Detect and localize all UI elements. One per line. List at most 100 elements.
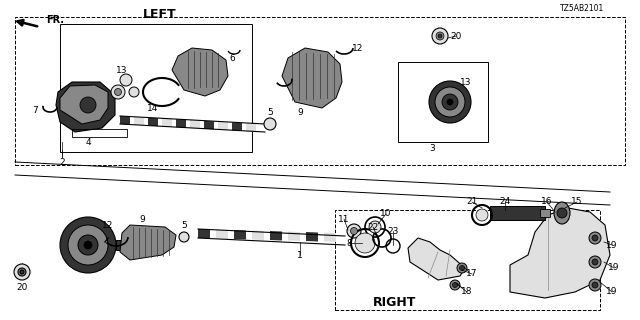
Text: 8: 8 [346, 238, 352, 247]
Bar [490, 206, 545, 220]
Ellipse shape [442, 94, 458, 110]
Polygon shape [120, 225, 176, 260]
Text: 9: 9 [139, 214, 145, 223]
Ellipse shape [554, 202, 570, 224]
Text: 21: 21 [467, 197, 477, 206]
Text: 9: 9 [297, 108, 303, 116]
Circle shape [557, 208, 567, 218]
Circle shape [111, 85, 125, 99]
Circle shape [432, 28, 448, 44]
Circle shape [457, 263, 467, 273]
Polygon shape [120, 116, 130, 124]
Text: TZ5AB2101: TZ5AB2101 [560, 4, 604, 12]
Text: 13: 13 [116, 66, 128, 75]
Polygon shape [234, 230, 246, 239]
Text: RIGHT: RIGHT [373, 295, 417, 308]
Bar [335, 210, 600, 310]
Circle shape [68, 225, 108, 265]
Circle shape [592, 259, 598, 265]
Text: 19: 19 [608, 263, 620, 273]
Ellipse shape [435, 87, 465, 117]
Bar [60, 24, 252, 152]
Polygon shape [324, 233, 336, 242]
Polygon shape [216, 229, 228, 239]
Text: 3: 3 [429, 143, 435, 153]
Circle shape [589, 279, 601, 291]
Text: 10: 10 [380, 210, 392, 219]
Ellipse shape [429, 81, 471, 123]
Text: 14: 14 [147, 103, 159, 113]
Circle shape [476, 209, 488, 221]
Text: 23: 23 [387, 227, 399, 236]
Circle shape [438, 34, 442, 38]
Circle shape [460, 266, 465, 270]
Text: 4: 4 [85, 138, 91, 147]
Polygon shape [190, 120, 200, 129]
Text: FR.: FR. [46, 15, 64, 25]
Polygon shape [172, 48, 228, 96]
Text: 1: 1 [297, 251, 303, 260]
Polygon shape [148, 118, 158, 126]
Polygon shape [288, 231, 300, 241]
Bar [116, 240, 128, 250]
Circle shape [80, 97, 96, 113]
Polygon shape [252, 230, 264, 240]
Circle shape [592, 235, 598, 241]
Circle shape [450, 280, 460, 290]
Circle shape [347, 224, 361, 238]
Bar [398, 62, 488, 142]
Bar [540, 209, 550, 217]
Circle shape [179, 232, 189, 242]
Text: 12: 12 [352, 44, 364, 52]
Text: 5: 5 [267, 108, 273, 116]
Text: 11: 11 [339, 214, 349, 223]
Circle shape [369, 221, 381, 233]
Text: 19: 19 [606, 287, 618, 297]
Polygon shape [204, 121, 214, 129]
Text: 2: 2 [59, 157, 65, 166]
Circle shape [355, 233, 375, 253]
Text: 5: 5 [181, 221, 187, 230]
Circle shape [351, 228, 358, 235]
Circle shape [264, 118, 276, 130]
Polygon shape [306, 232, 318, 242]
Text: 22: 22 [367, 222, 379, 231]
Bar [15, 17, 625, 165]
Polygon shape [60, 85, 108, 124]
Circle shape [18, 268, 26, 276]
Polygon shape [176, 119, 186, 128]
Polygon shape [510, 208, 610, 298]
Bar [72, 129, 127, 137]
Text: 18: 18 [461, 287, 473, 297]
Text: 24: 24 [499, 197, 511, 206]
Circle shape [60, 217, 116, 273]
Text: LEFT: LEFT [143, 7, 177, 20]
Circle shape [436, 32, 444, 40]
Text: 12: 12 [102, 220, 114, 229]
Polygon shape [134, 117, 144, 125]
Text: 6: 6 [229, 53, 235, 62]
Circle shape [589, 232, 601, 244]
Circle shape [120, 74, 132, 86]
Text: 15: 15 [572, 197, 583, 206]
Polygon shape [246, 123, 256, 132]
Text: 19: 19 [606, 241, 618, 250]
Polygon shape [282, 48, 342, 108]
Text: 20: 20 [16, 284, 28, 292]
Polygon shape [162, 118, 172, 127]
Text: 7: 7 [32, 106, 38, 115]
Circle shape [78, 235, 98, 255]
Circle shape [84, 241, 92, 249]
Polygon shape [218, 122, 228, 130]
Circle shape [20, 270, 24, 274]
Ellipse shape [447, 99, 453, 105]
Circle shape [14, 264, 30, 280]
Circle shape [129, 87, 139, 97]
Circle shape [589, 256, 601, 268]
Text: 16: 16 [541, 197, 553, 206]
Circle shape [115, 89, 122, 95]
Polygon shape [198, 229, 210, 238]
Polygon shape [270, 231, 282, 241]
Circle shape [592, 282, 598, 288]
Text: 17: 17 [467, 269, 477, 278]
